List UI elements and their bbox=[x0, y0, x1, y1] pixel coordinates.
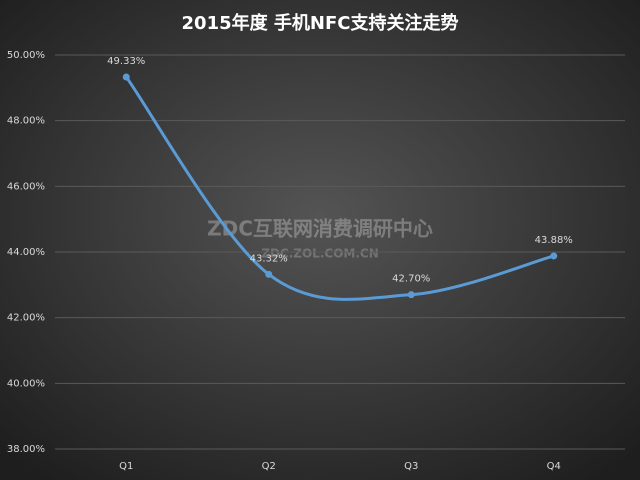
x-tick-label: Q4 bbox=[547, 461, 561, 472]
data-label: 42.70% bbox=[392, 274, 430, 285]
line bbox=[124, 75, 556, 301]
chart-title: 2015年度 手机NFC支持关注走势 bbox=[182, 12, 459, 34]
data-label: 43.88% bbox=[535, 235, 573, 246]
marker bbox=[407, 291, 415, 299]
y-tick-label: 48.00% bbox=[7, 116, 45, 127]
y-tick-label: 44.00% bbox=[7, 247, 45, 258]
x-tick-label: Q1 bbox=[119, 461, 133, 472]
marker bbox=[550, 252, 558, 260]
x-tick-label: Q2 bbox=[262, 461, 276, 472]
x-tick-label: Q3 bbox=[404, 461, 418, 472]
data-label: 43.32% bbox=[250, 253, 288, 264]
y-tick-label: 40.00% bbox=[7, 378, 45, 389]
y-tick-label: 42.00% bbox=[7, 313, 45, 324]
watermark: ZDC互联网消费调研中心 bbox=[207, 217, 433, 241]
y-tick-label: 38.00% bbox=[7, 444, 45, 455]
y-tick-label: 46.00% bbox=[7, 181, 45, 192]
marker bbox=[122, 73, 130, 81]
marker bbox=[265, 270, 273, 278]
data-label: 49.33% bbox=[107, 56, 145, 67]
y-tick-label: 50.00% bbox=[7, 50, 45, 61]
watermark: ZDC.ZOL.COM.CN bbox=[261, 247, 379, 261]
